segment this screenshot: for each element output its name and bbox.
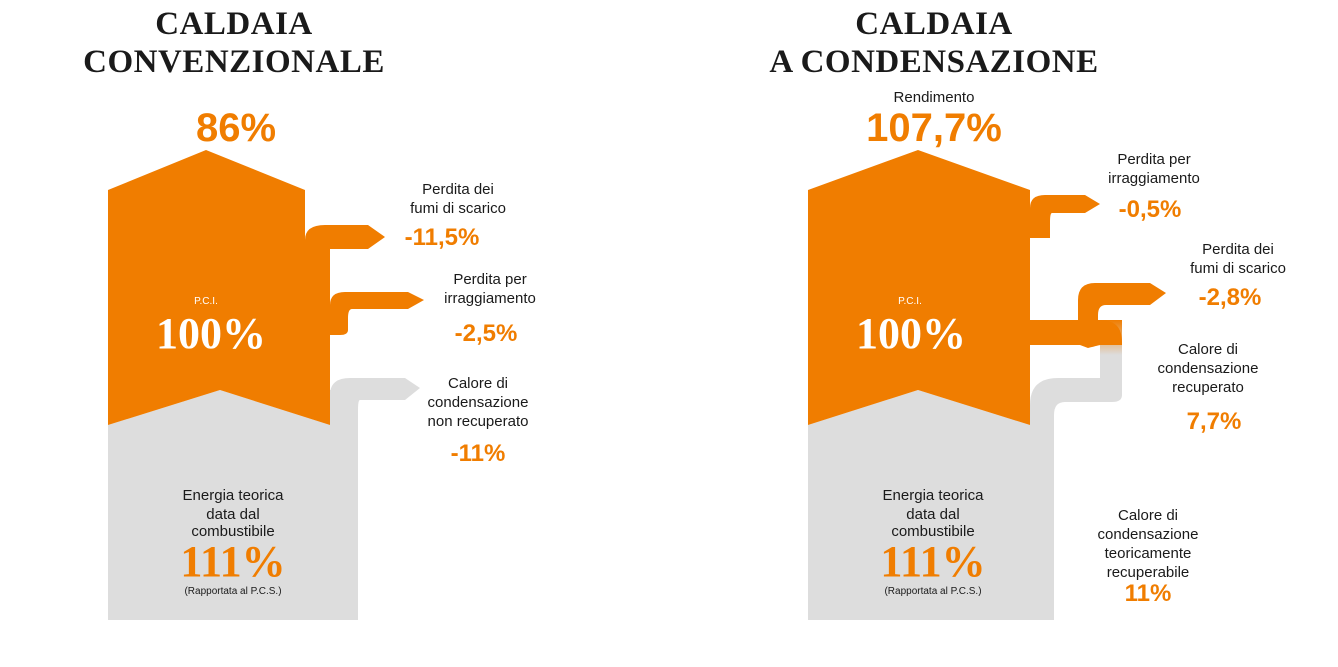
right-recoverable-label-4: recuperabile	[1106, 564, 1190, 581]
right-recoverable-label-1: Calore di	[1117, 507, 1179, 524]
left-pci-block	[108, 150, 330, 425]
right-recovered-label-3: recuperato	[1172, 379, 1244, 396]
right-recovered-label-2: condensazione	[1157, 360, 1259, 377]
left-total-energy-block	[108, 390, 358, 620]
right-diagram	[808, 150, 1166, 620]
left-condensation-label-1: Calore di	[447, 375, 509, 392]
right-radiation-loss-arrow	[1030, 195, 1100, 238]
left-title-line2: CONVENZIONALE	[83, 44, 385, 80]
right-energy-value: 111%	[880, 537, 986, 586]
left-flue-gas-label-2: fumi di scarico	[410, 200, 506, 217]
right-radiation-label-2: irraggiamento	[1108, 170, 1200, 187]
right-pci-label: P.C.I.	[898, 296, 922, 307]
right-efficiency-label: Rendimento	[893, 89, 975, 106]
right-recovered-label-1: Calore di	[1177, 341, 1239, 358]
left-energy-label-1: Energia teorica	[182, 487, 284, 504]
right-energy-label-3: combustibile	[891, 523, 975, 540]
left-condensation-loss-arrow	[330, 378, 420, 420]
left-radiation-value: -2,5%	[454, 320, 518, 347]
right-flue-gas-loss-arrow	[1078, 283, 1166, 335]
left-energy-value: 111%	[180, 537, 286, 586]
left-diagram	[108, 150, 424, 620]
left-title-line1: CALDAIA	[155, 6, 313, 42]
left-condensation-label-3: non recuperato	[427, 413, 529, 430]
right-energy-label-1: Energia teorica	[882, 487, 984, 504]
right-radiation-value: -0,5%	[1118, 196, 1182, 223]
right-recoverable-value: 11%	[1124, 580, 1172, 607]
right-recovered-value: 7,7%	[1186, 408, 1242, 435]
right-energy-label-2: data dal	[906, 506, 960, 523]
right-recoverable-label-3: teoricamente	[1104, 545, 1192, 562]
left-efficiency-value: 86%	[195, 106, 277, 150]
left-radiation-loss-arrow	[330, 292, 424, 335]
right-recoverable-label-2: condensazione	[1097, 526, 1199, 543]
left-pci-label: P.C.I.	[194, 296, 218, 307]
right-recoverable-flow	[1030, 345, 1122, 620]
right-flue-gas-label-1: Perdita dei	[1202, 241, 1274, 258]
right-energy-note: (Rapportata al P.C.S.)	[884, 586, 982, 597]
left-pci-value: 100%	[156, 309, 266, 358]
right-title-line1: CALDAIA	[855, 6, 1013, 42]
left-condensation-value: -11%	[450, 440, 506, 467]
right-efficiency-value: 107,7%	[866, 106, 1002, 150]
left-flue-gas-loss-arrow	[305, 225, 385, 255]
right-flue-gas-value: -2,8%	[1198, 284, 1262, 311]
right-total-energy-block	[808, 390, 1030, 620]
right-flue-gas-label-2: fumi di scarico	[1190, 260, 1286, 277]
left-energy-note: (Rapportata al P.C.S.)	[184, 586, 282, 597]
left-radiation-label-1: Perdita per	[453, 271, 527, 288]
left-condensation-label-2: condensazione	[427, 394, 529, 411]
left-energy-label-2: data dal	[206, 506, 260, 523]
right-title-line2: A CONDENSAZIONE	[769, 44, 1099, 80]
left-radiation-label-2: irraggiamento	[444, 290, 536, 307]
right-recovered-flow	[1030, 320, 1122, 348]
left-flue-gas-value: -11,5%	[404, 224, 480, 251]
right-pci-block	[808, 150, 1030, 425]
left-energy-label-3: combustibile	[191, 523, 275, 540]
left-flue-gas-label-1: Perdita dei	[422, 181, 494, 198]
right-pci-value: 100%	[856, 309, 966, 358]
right-radiation-label-1: Perdita per	[1117, 151, 1191, 168]
